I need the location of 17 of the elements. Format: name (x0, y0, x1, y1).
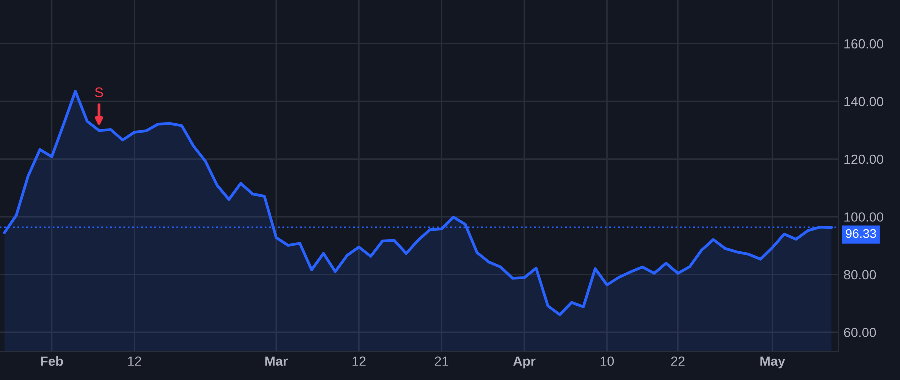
x-tick-label: 12 (128, 356, 142, 366)
y-tick-label: 160.00 (844, 39, 884, 49)
x-tick-label: 22 (671, 356, 685, 366)
x-tick-label: Apr (514, 356, 536, 369)
y-tick-label: 140.00 (844, 97, 884, 106)
ref-line-label: 96.33 (846, 229, 876, 238)
x-tick-label: Mar (266, 356, 288, 366)
x-tick-label: 10 (600, 356, 614, 366)
x-tick-label: 21 (435, 356, 449, 366)
x-tick-label: May (760, 356, 786, 369)
y-tick-label: 120.00 (844, 154, 884, 164)
x-tick-label: Feb (41, 356, 64, 366)
y-tick-label: 80.00 (844, 270, 876, 280)
y-tick-label: 100.00 (844, 212, 884, 222)
x-tick-label: 12 (352, 356, 366, 366)
y-tick-label: 60.00 (844, 328, 876, 338)
annotation: S (95, 88, 104, 98)
